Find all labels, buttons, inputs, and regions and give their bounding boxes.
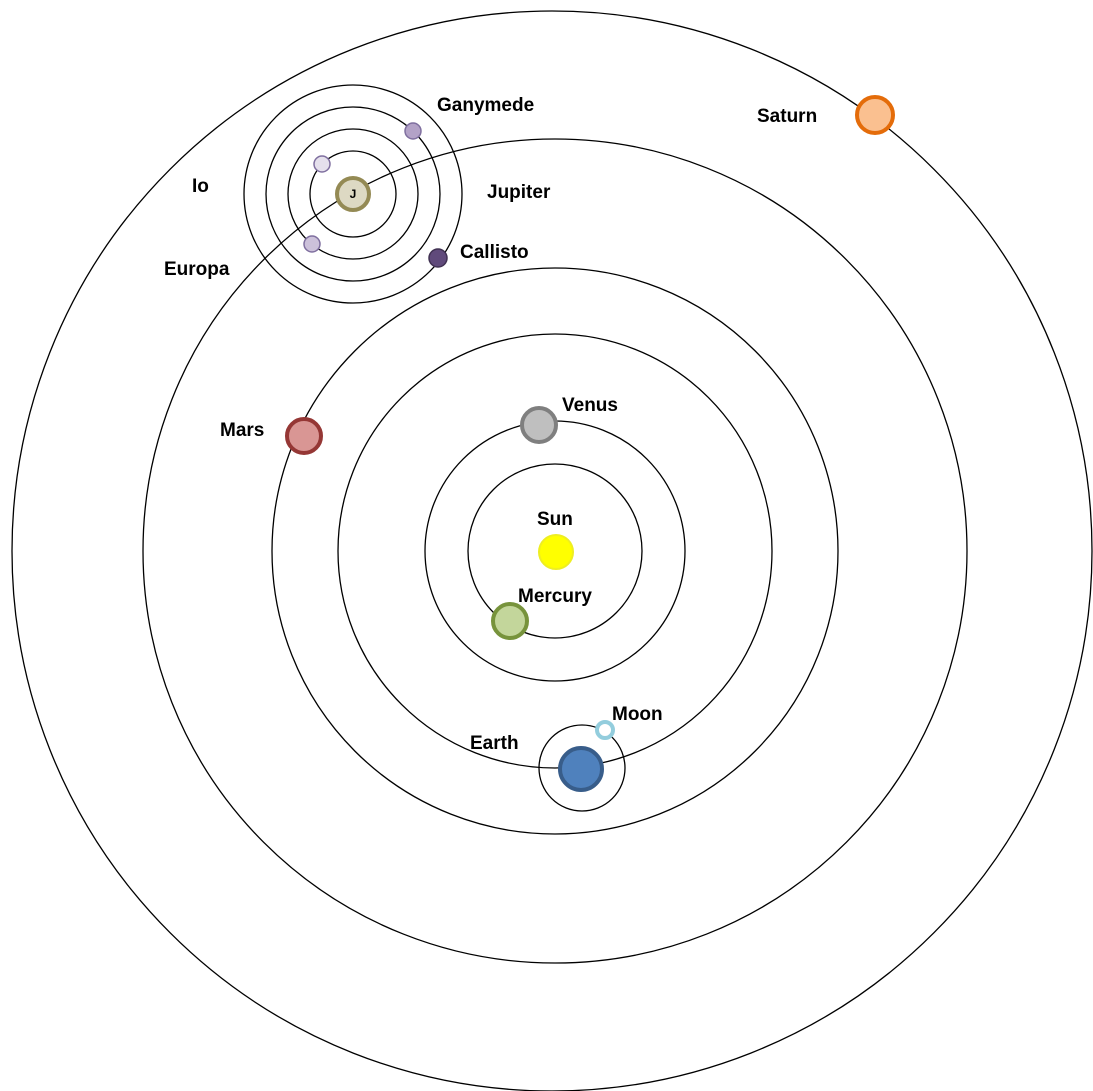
venus-icon: [520, 406, 558, 444]
venus-label: Venus: [562, 395, 618, 416]
jupiter-label: Jupiter: [487, 182, 551, 203]
moon-label: Moon: [612, 704, 663, 725]
europa-icon: [303, 235, 321, 253]
orbit-ganymede: [265, 106, 441, 282]
io-icon: [313, 155, 331, 173]
ganymede-icon: [404, 122, 422, 140]
orbit-earth: [337, 333, 773, 769]
sun-label: Sun: [537, 509, 573, 530]
europa-label: Europa: [164, 259, 230, 280]
mars-label: Mars: [220, 420, 264, 441]
io-label: Io: [192, 176, 209, 197]
sun-icon: [538, 534, 574, 570]
orbit-io: [309, 150, 397, 238]
mars-icon: [285, 417, 323, 455]
earth-icon: [558, 746, 604, 792]
ganymede-label: Ganymede: [437, 95, 534, 116]
earth-label: Earth: [470, 733, 519, 754]
jupiter-icon: [335, 176, 371, 212]
orbit-callisto: [243, 84, 463, 304]
orbit-moon: [538, 724, 626, 812]
saturn-icon: [855, 95, 895, 135]
jupiter-mark: J: [350, 187, 357, 201]
mercury-label: Mercury: [518, 586, 592, 607]
orbit-mars: [271, 267, 839, 835]
orbit-mercury: [467, 463, 643, 639]
moon-icon: [595, 720, 615, 740]
callisto-icon: [428, 248, 448, 268]
saturn-label: Saturn: [757, 106, 817, 127]
callisto-label: Callisto: [460, 242, 529, 263]
orbit-jupiter: [142, 138, 968, 964]
orbit-europa: [287, 128, 419, 260]
jupiter-moon-orbits: [243, 84, 463, 304]
mercury-icon: [491, 602, 529, 640]
orbit-saturn: [11, 10, 1093, 1091]
